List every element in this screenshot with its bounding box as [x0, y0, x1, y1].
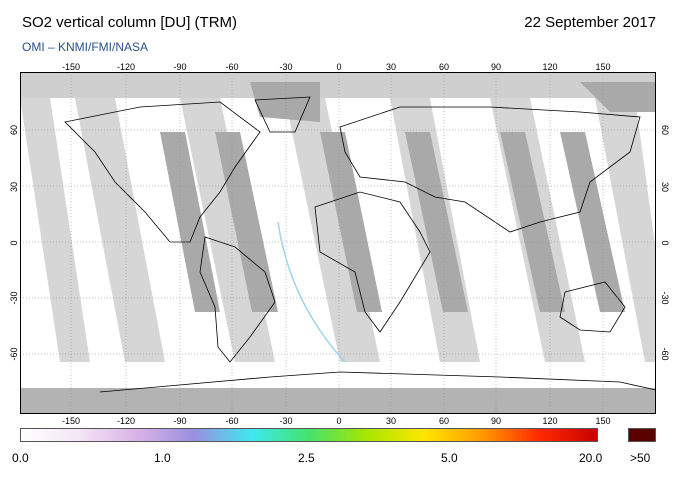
lat-tick-left: 60 [9, 125, 19, 136]
lon-tick-top: 90 [490, 62, 501, 72]
colorbar-overflow-label: >50 [630, 451, 651, 465]
lon-tick-bottom: 120 [542, 416, 558, 426]
colorbar-overflow-swatch [628, 428, 656, 442]
lat-tick-left: -30 [9, 291, 19, 305]
lon-tick-top: 30 [385, 62, 396, 72]
lon-tick-bottom: -60 [225, 416, 239, 426]
lat-tick-left: 0 [9, 240, 19, 246]
lon-tick-bottom: -150 [61, 416, 80, 426]
so2-trace [277, 221, 346, 363]
greenland-coast [254, 96, 311, 133]
data-credit: OMI – KNMI/FMI/NASA [22, 40, 149, 54]
lon-tick-bottom: 0 [336, 416, 342, 426]
lon-tick-bottom: 150 [595, 416, 611, 426]
colorbar-label: 0.0 [12, 451, 29, 465]
colorbar-label: 1.0 [154, 451, 171, 465]
lon-tick-bottom: -120 [116, 416, 135, 426]
europe-asia-coast [339, 106, 641, 233]
lat-tick-right: 30 [660, 181, 670, 192]
lon-tick-top: 60 [438, 62, 449, 72]
lon-tick-top: -120 [116, 62, 135, 72]
lon-tick-top: 120 [542, 62, 558, 72]
lat-tick-left: 30 [9, 182, 19, 193]
lat-tick-left: -60 [9, 347, 19, 361]
map-date: 22 September 2017 [524, 14, 656, 31]
lon-tick-top: -60 [225, 62, 239, 72]
map-border [20, 72, 656, 414]
world-map [20, 72, 656, 414]
graticule [20, 72, 656, 414]
lat-tick-right: 0 [660, 240, 670, 246]
lon-tick-bottom: 30 [385, 416, 396, 426]
coastlines [64, 96, 656, 393]
lat-tick-right: -30 [660, 291, 670, 305]
lon-tick-bottom: -90 [173, 416, 187, 426]
lon-tick-bottom: 90 [490, 416, 501, 426]
antarctic-no-data [20, 388, 656, 414]
colorbar-label: 20.0 [579, 451, 603, 465]
antarctica-coast [99, 371, 656, 393]
lon-tick-bottom: -30 [279, 416, 293, 426]
north-america-coast [64, 101, 261, 243]
lat-tick-right: 60 [660, 124, 670, 135]
south-america-coast [199, 236, 276, 363]
lon-tick-top: 150 [595, 62, 611, 72]
lon-tick-top: -30 [279, 62, 293, 72]
lon-tick-top: 0 [336, 62, 342, 72]
map-title: SO2 vertical column [DU] (TRM) [22, 14, 238, 31]
arctic-no-data [20, 72, 656, 98]
australia-coast [559, 281, 626, 333]
africa-coast [314, 191, 431, 333]
lon-tick-bottom: 60 [438, 416, 449, 426]
lat-tick-right: -60 [660, 347, 670, 361]
colorbar-label: 2.5 [298, 451, 315, 465]
colorbar [20, 428, 598, 442]
lon-tick-top: -90 [173, 62, 187, 72]
swaths-dark [160, 82, 656, 312]
lon-tick-top: -150 [61, 62, 80, 72]
colorbar-label: 5.0 [441, 451, 458, 465]
